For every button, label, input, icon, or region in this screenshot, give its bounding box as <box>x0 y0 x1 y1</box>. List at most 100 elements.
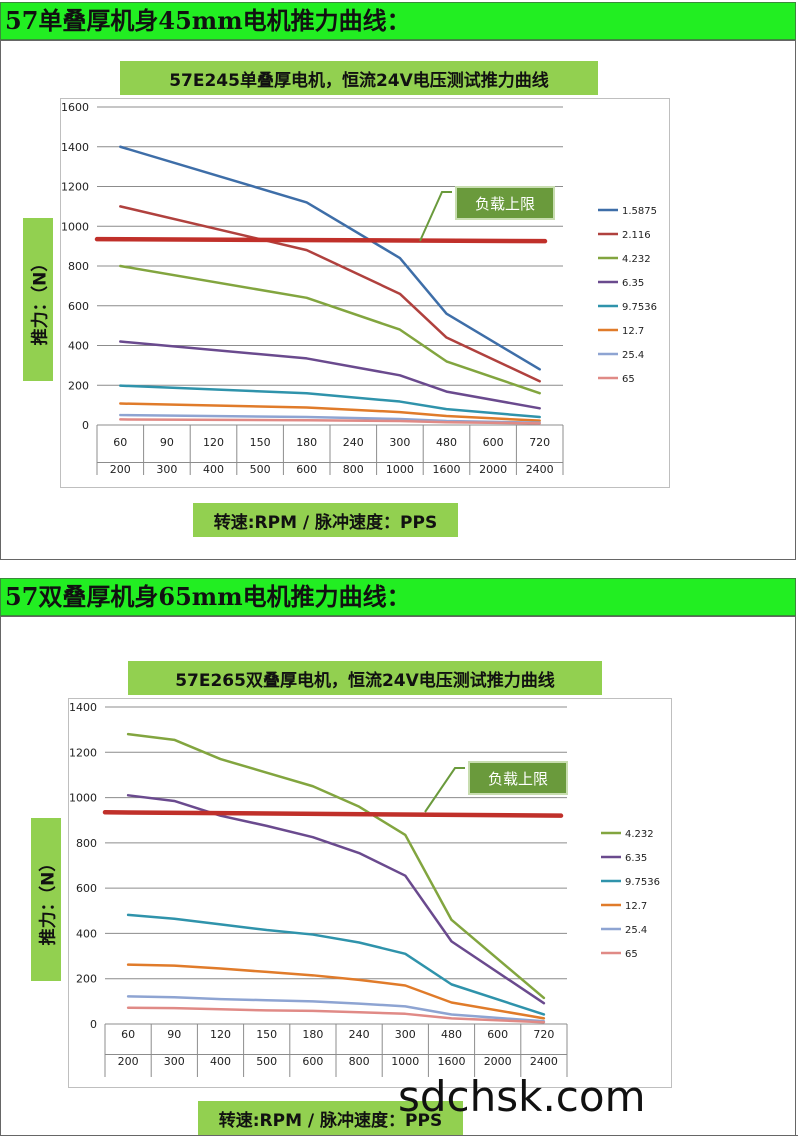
y-tick-label: 1400 <box>61 141 89 154</box>
y-tick-label: 800 <box>68 260 89 273</box>
legend-label: 9.7536 <box>622 302 657 313</box>
x-tick-label-pps: 800 <box>343 463 364 476</box>
series-line <box>126 1006 546 1024</box>
watermark: sdchsk.com <box>398 1072 646 1121</box>
x-tick-label-rpm: 60 <box>121 1028 135 1041</box>
legend-label: 12.7 <box>622 326 644 337</box>
y-tick-label: 400 <box>76 927 97 940</box>
section-2-header: 57双叠厚机身65mm电机推力曲线： <box>0 578 796 616</box>
legend-label: 1.5875 <box>622 206 657 217</box>
y-tick-label: 1400 <box>69 701 97 714</box>
series-line <box>126 794 546 1005</box>
x-tick-label-pps: 600 <box>302 1055 323 1068</box>
series-line <box>126 995 546 1023</box>
x-tick-label-pps: 2000 <box>484 1055 512 1068</box>
x-tick-label-rpm: 240 <box>343 436 364 449</box>
y-tick-label: 200 <box>68 379 89 392</box>
chart-1-load-limit-label: 负载上限 <box>455 186 555 220</box>
chart-2-plot-frame <box>68 698 672 1088</box>
legend-label: 25.4 <box>625 925 647 936</box>
corner-divider <box>698 1135 798 1136</box>
y-tick-label: 0 <box>82 419 89 432</box>
x-tick-label-rpm: 600 <box>483 436 504 449</box>
x-tick-label-rpm: 90 <box>167 1028 181 1041</box>
x-tick-label-pps: 500 <box>250 463 271 476</box>
legend-label: 2.116 <box>622 230 651 241</box>
x-tick-label-pps: 1000 <box>386 463 414 476</box>
x-tick-label-pps: 300 <box>156 463 177 476</box>
legend-label: 12.7 <box>625 901 647 912</box>
series-line <box>119 205 541 383</box>
x-tick-label-pps: 400 <box>203 463 224 476</box>
legend-label: 25.4 <box>622 350 644 361</box>
series-line <box>119 340 541 410</box>
x-tick-label-pps: 2400 <box>526 463 554 476</box>
legend-label: 6.35 <box>625 853 647 864</box>
x-tick-label-pps: 600 <box>296 463 317 476</box>
x-tick-label-rpm: 300 <box>389 436 410 449</box>
legend-label: 4.232 <box>622 254 651 265</box>
x-tick-label-pps: 2400 <box>530 1055 558 1068</box>
x-tick-label-rpm: 120 <box>210 1028 231 1041</box>
chart-1-svg: 0 200 400 600 800 1000 1200 1400 1600 60 90 120 150 1… <box>61 101 657 476</box>
y-tick-label: 400 <box>68 340 89 353</box>
legend-label: 6.35 <box>622 278 644 289</box>
y-tick-label: 1200 <box>61 181 89 194</box>
x-tick-label-rpm: 240 <box>349 1028 370 1041</box>
legend-label: 9.7536 <box>625 877 660 888</box>
chart-1-ylabel: 推力：（N） <box>23 218 53 381</box>
x-tick-label-pps: 1000 <box>391 1055 419 1068</box>
y-tick-label: 1000 <box>61 220 89 233</box>
x-tick-label-pps: 200 <box>118 1055 139 1068</box>
x-tick-label-pps: 1600 <box>438 1055 466 1068</box>
y-tick-label: 600 <box>68 300 89 313</box>
y-tick-label: 1600 <box>61 101 89 114</box>
chart-1-xlabel: 转速:RPM / 脉冲速度：PPS <box>193 503 458 537</box>
y-tick-label: 800 <box>76 837 97 850</box>
load-limit-leader <box>419 191 452 242</box>
section-1-header: 57单叠厚机身45mm电机推力曲线： <box>0 2 796 40</box>
y-tick-label: 600 <box>76 882 97 895</box>
x-tick-label-rpm: 60 <box>113 436 127 449</box>
x-tick-label-rpm: 300 <box>395 1028 416 1041</box>
x-tick-label-rpm: 720 <box>529 436 550 449</box>
legend-label: 65 <box>622 374 635 385</box>
y-tick-label: 200 <box>76 973 97 986</box>
series-line <box>126 732 546 1000</box>
x-tick-label-rpm: 600 <box>487 1028 508 1041</box>
x-tick-label-pps: 200 <box>110 463 131 476</box>
series-line <box>119 402 541 422</box>
x-tick-label-rpm: 720 <box>533 1028 554 1041</box>
y-tick-label: 0 <box>90 1018 97 1031</box>
chart-2-load-limit-label: 负载上限 <box>468 761 568 795</box>
load-limit-line <box>94 236 548 244</box>
x-tick-label-rpm: 180 <box>296 436 317 449</box>
y-tick-label: 1200 <box>69 746 97 759</box>
chart-2-ylabel: 推力：（N） <box>31 818 61 981</box>
x-tick-label-pps: 800 <box>349 1055 370 1068</box>
series-line <box>119 384 541 419</box>
x-tick-label-pps: 400 <box>210 1055 231 1068</box>
series-line <box>119 145 541 371</box>
series-line <box>119 264 541 395</box>
x-tick-label-rpm: 150 <box>256 1028 277 1041</box>
x-tick-label-rpm: 180 <box>302 1028 323 1041</box>
x-tick-label-rpm: 120 <box>203 436 224 449</box>
chart-2-xlabel: 转速:RPM / 脉冲速度：PPS <box>198 1101 463 1135</box>
x-tick-label-pps: 2000 <box>479 463 507 476</box>
y-tick-label: 1000 <box>69 792 97 805</box>
legend-label: 65 <box>625 949 638 960</box>
load-limit-line <box>102 810 564 818</box>
x-tick-label-rpm: 480 <box>441 1028 462 1041</box>
x-tick-label-pps: 300 <box>164 1055 185 1068</box>
chart-1-plot-frame <box>60 98 670 488</box>
chart-1-title: 57E245单叠厚电机，恒流24V电压测试推力曲线 <box>120 61 598 95</box>
series-line <box>119 418 541 425</box>
chart-2-title: 57E265双叠厚电机，恒流24V电压测试推力曲线 <box>128 661 602 695</box>
x-tick-label-pps: 500 <box>256 1055 277 1068</box>
load-limit-leader <box>424 767 465 813</box>
x-tick-label-rpm: 480 <box>436 436 457 449</box>
x-tick-label-rpm: 90 <box>160 436 174 449</box>
series-line <box>126 963 546 1020</box>
